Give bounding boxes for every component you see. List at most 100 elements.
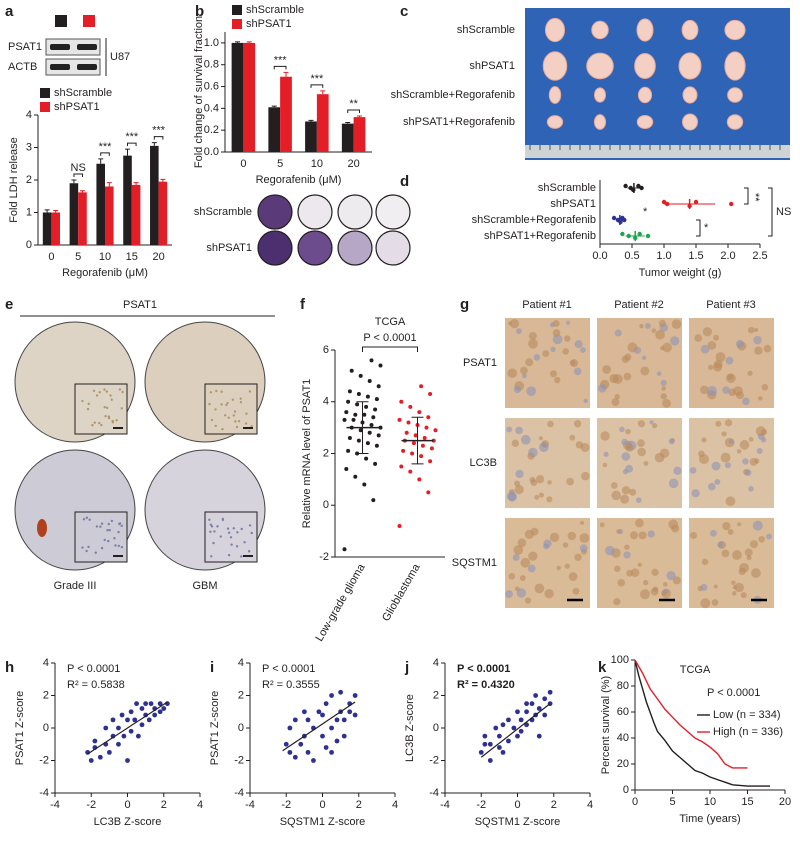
- cell: [221, 517, 225, 521]
- point: [410, 451, 415, 456]
- significance-label: *: [704, 222, 709, 234]
- cell: [744, 469, 752, 476]
- significance-bracket: [310, 84, 324, 88]
- point: [148, 701, 154, 707]
- x-tick-label: -4: [440, 799, 450, 811]
- cell: [542, 350, 550, 357]
- cell: [507, 368, 518, 378]
- cell: [569, 434, 576, 441]
- cell: [95, 525, 99, 528]
- cell: [744, 548, 753, 557]
- y-tick-label: 4: [323, 396, 329, 408]
- cell: [515, 426, 523, 435]
- point: [511, 725, 517, 731]
- cell: [753, 335, 762, 345]
- cell: [223, 414, 227, 417]
- point: [116, 725, 121, 731]
- cell: [717, 541, 724, 548]
- x-tick-label: 0.5: [624, 250, 639, 262]
- cell: [118, 388, 122, 391]
- cell: [581, 471, 590, 481]
- cell: [92, 389, 96, 392]
- cell: [226, 527, 230, 530]
- cell: [244, 422, 248, 425]
- r-squared: R² = 0.4320: [457, 679, 515, 691]
- point: [376, 433, 381, 438]
- error-bar: [308, 119, 314, 122]
- cell: [662, 342, 672, 353]
- point: [431, 438, 436, 443]
- cell: [721, 431, 727, 437]
- error-bar: [44, 209, 50, 213]
- point: [408, 404, 413, 409]
- cell: [250, 531, 253, 535]
- fit-line: [87, 701, 168, 755]
- point: [125, 758, 130, 763]
- chart-title: TCGA: [680, 664, 711, 676]
- point: [329, 693, 334, 698]
- cell: [746, 555, 752, 561]
- cell: [219, 535, 222, 538]
- colony-well: [375, 230, 411, 266]
- cell: [94, 551, 97, 554]
- row-label: LC3B: [469, 457, 497, 469]
- tumor: [681, 113, 699, 131]
- cell: [722, 386, 730, 394]
- blot-label: PSAT1: [8, 41, 42, 53]
- cell: [736, 449, 742, 454]
- x-tick-label: 0.0: [592, 250, 607, 262]
- cell: [214, 424, 217, 428]
- point: [349, 368, 354, 373]
- x-tick-label: 0: [240, 158, 246, 170]
- point: [367, 379, 372, 384]
- cell: [614, 565, 621, 573]
- cell: [105, 390, 109, 393]
- cell: [520, 557, 531, 568]
- point: [620, 231, 625, 237]
- point: [397, 417, 402, 422]
- y-axis-label: Relative mRNA level of PSAT1: [301, 379, 313, 529]
- cell: [108, 529, 111, 532]
- cell: [516, 328, 522, 335]
- point: [323, 701, 329, 707]
- cell: [209, 391, 213, 394]
- point: [362, 412, 367, 417]
- cell: [227, 553, 231, 557]
- cell: [638, 531, 647, 540]
- cell: [713, 334, 720, 341]
- cell: [120, 407, 123, 410]
- cell: [245, 412, 248, 415]
- cell: [662, 398, 671, 408]
- row-label: SQSTM1: [452, 557, 497, 569]
- error-bar: [79, 190, 85, 193]
- point: [518, 717, 524, 723]
- cell: [225, 403, 228, 407]
- cell: [572, 587, 580, 595]
- tumor: [542, 51, 568, 81]
- category-label: shScramble+Regorafenib: [472, 214, 596, 226]
- significance-label: ***: [125, 131, 139, 143]
- cell: [614, 329, 622, 337]
- cell: [550, 346, 556, 353]
- point: [106, 749, 112, 755]
- point: [661, 199, 667, 205]
- legend-label: shScramble: [246, 4, 304, 16]
- significance-label: ***: [99, 141, 113, 153]
- cell: [528, 551, 538, 561]
- point: [347, 435, 352, 440]
- cell: [110, 519, 114, 523]
- photo: [525, 8, 790, 160]
- point: [358, 428, 363, 433]
- x-tick-label: 20: [152, 251, 164, 263]
- point: [529, 701, 535, 707]
- cell: [208, 402, 211, 406]
- x-tick-label: 4: [392, 799, 398, 811]
- colony-row-label: shPSAT1: [206, 242, 252, 254]
- legend-label: Low (n = 334): [713, 709, 781, 721]
- cell: [106, 528, 109, 532]
- cell: [620, 494, 630, 504]
- cell: [517, 538, 527, 548]
- cell: [617, 578, 626, 587]
- cell: [511, 439, 519, 447]
- cell: [649, 420, 654, 425]
